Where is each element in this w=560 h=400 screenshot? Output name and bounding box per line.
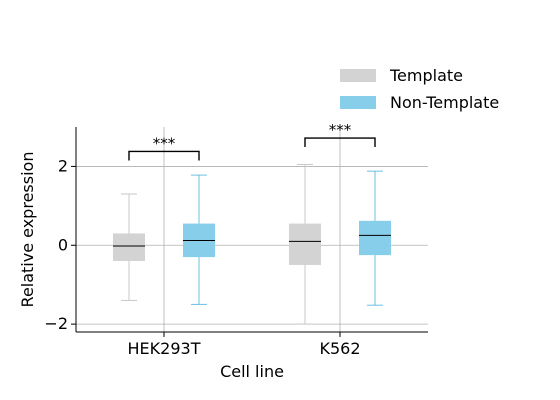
- legend-label-template: Template: [390, 66, 464, 85]
- significance-bracket: [128, 150, 200, 161]
- x-axis-label: Cell line: [220, 362, 284, 381]
- significance-bracket: [304, 137, 376, 148]
- significance-label: ***: [329, 121, 352, 139]
- box-template-hek293t: [113, 233, 145, 262]
- box-template-k562: [289, 223, 321, 265]
- legend-label-non-template: Non-Template: [390, 93, 500, 112]
- y-tick-label: 0: [58, 235, 68, 254]
- legend-swatch-non-template: [340, 96, 376, 109]
- legend-item-template: Template: [340, 62, 499, 89]
- x-tick-label: HEK293T: [128, 339, 201, 358]
- y-tick-label: −2: [44, 314, 68, 333]
- y-tick-label: 2: [58, 156, 68, 175]
- box-non-template-k562: [359, 220, 391, 256]
- legend: Template Non-Template: [340, 62, 499, 116]
- legend-swatch-template: [340, 69, 376, 82]
- y-axis-label: Relative expression: [18, 152, 37, 308]
- legend-item-non-template: Non-Template: [340, 89, 499, 116]
- x-tick-label: K562: [319, 339, 360, 358]
- significance-label: ***: [153, 134, 176, 152]
